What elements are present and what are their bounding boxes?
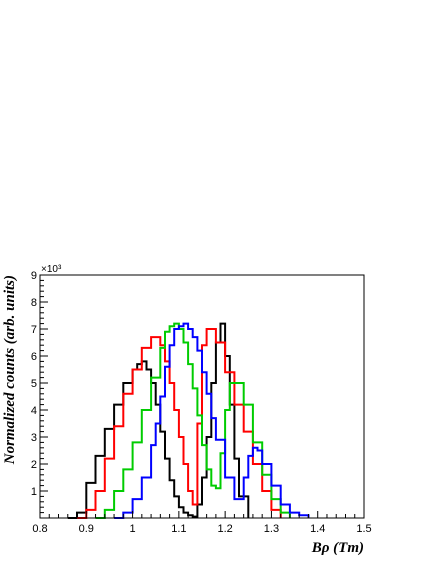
series-4-line (114, 322, 310, 519)
y-tick-label: 6 (31, 351, 37, 363)
x-tick-label: 1 (130, 523, 136, 535)
x-tick-label: 1.4 (310, 523, 325, 535)
y-axis: 1 2 3 4 5 6 7 8 9 (31, 270, 48, 519)
x-tick-label: 0.9 (79, 523, 94, 535)
y-tick-label: 3 (31, 432, 37, 444)
x-tick-label: 1.3 (264, 523, 279, 535)
y-tick-label: 7 (31, 324, 37, 336)
y-tick-label: 9 (31, 270, 37, 282)
x-axis: 0.8 0.9 1 1.1 1.2 1.3 1.4 1.5 (32, 511, 372, 535)
series-3-line (95, 322, 291, 519)
x-tick-label: 0.8 (32, 523, 47, 535)
y-tick-label: 4 (31, 405, 37, 417)
y-tick-label: 8 (31, 297, 37, 309)
y-tick-label: 2 (31, 459, 37, 471)
y-axis-title: Normalized counts (arb. units) (2, 275, 18, 465)
y-multiplier-label: ×10³ (41, 264, 62, 275)
plot-frame (39, 274, 365, 519)
x-tick-label: 1.5 (356, 523, 371, 535)
x-axis-title: Bρ (Tm) (311, 540, 364, 556)
x-tick-label: 1.1 (171, 523, 186, 535)
y-tick-label: 5 (31, 378, 37, 390)
y-tick-label: 1 (31, 486, 37, 498)
series-layer (67, 322, 310, 519)
series-2-line (77, 328, 282, 519)
x-tick-label: 1.2 (217, 523, 232, 535)
series-1-line (67, 322, 250, 519)
